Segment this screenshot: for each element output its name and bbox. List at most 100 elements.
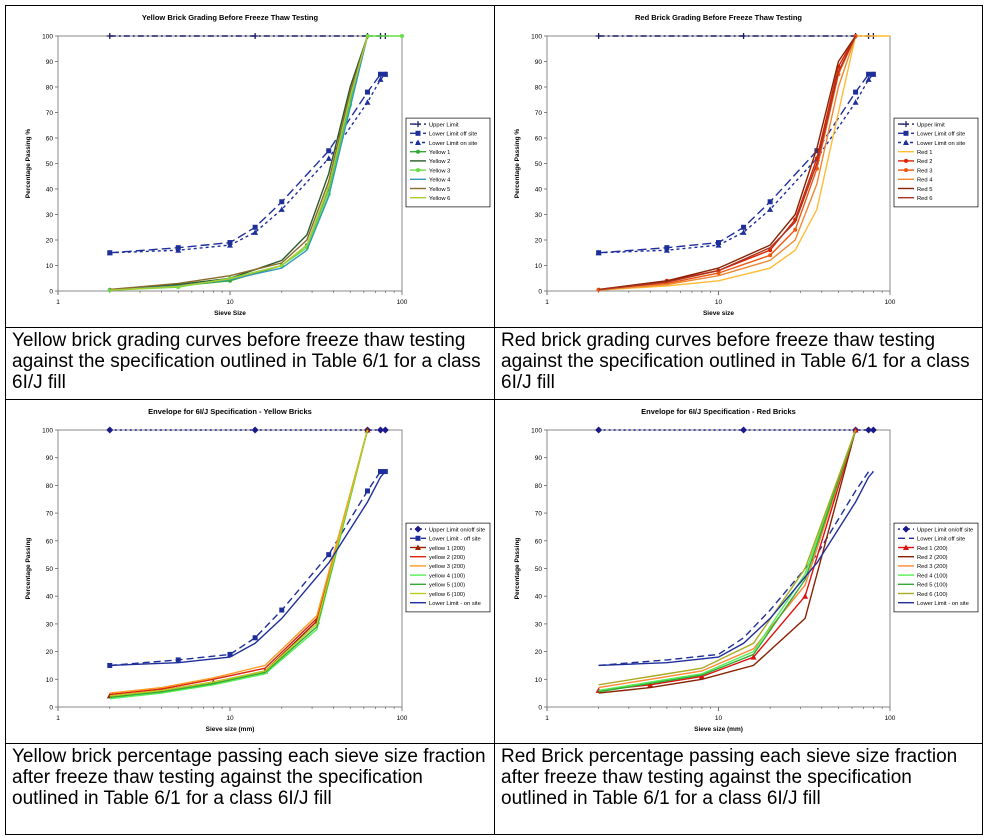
data-point [400, 34, 404, 38]
legend-label: Red 5 (100) [917, 583, 948, 589]
chart-red-after: Envelope for 6I/J Specification - Red Br… [514, 407, 979, 733]
legend-marker [416, 168, 420, 173]
data-point [252, 33, 259, 39]
data-point [106, 33, 113, 39]
data-point [325, 155, 332, 161]
data-point [814, 148, 820, 154]
data-point [869, 426, 877, 434]
chart-title: Envelope for 6I/J Specification - Yellow… [148, 407, 312, 416]
plot-area [57, 429, 403, 708]
x-tick-label: 1 [56, 715, 60, 722]
legend-label: Red 2 (200) [917, 555, 948, 561]
x-tick-label: 10 [715, 299, 723, 306]
y-tick-label: 50 [46, 161, 54, 168]
legend-label: Lower Limit - on site [429, 601, 481, 607]
data-point [364, 89, 370, 95]
series-line [109, 73, 386, 254]
y-tick-label: 0 [538, 289, 542, 296]
y-axis-label: Percentage Passing % [514, 129, 521, 199]
y-tick-label: 10 [46, 263, 54, 270]
data-point [750, 654, 757, 660]
chart-yellow-after: Envelope for 6I/J Specification - Yellow… [25, 407, 491, 733]
series-line [598, 429, 857, 686]
x-tick-label: 100 [885, 299, 896, 306]
legend-label: Yellow 2 [429, 159, 450, 165]
data-point [870, 71, 877, 77]
caption-text-4: Red Brick percentage passing each sieve … [501, 746, 958, 809]
legend-label: Lower Limit off site [429, 132, 477, 138]
data-point [595, 33, 602, 39]
y-tick-label: 40 [46, 187, 54, 194]
data-point [740, 229, 747, 235]
data-point [278, 206, 285, 212]
series-4 [109, 429, 369, 694]
legend-label: Red 4 (100) [917, 573, 948, 579]
series-line [598, 35, 857, 291]
y-tick-label: 30 [535, 212, 543, 219]
data-point [740, 33, 747, 39]
series-4 [109, 35, 369, 291]
legend-label: Lower Limit - off site [429, 537, 481, 543]
series-line [598, 429, 857, 694]
data-point [106, 426, 114, 434]
series-line [598, 73, 874, 254]
series-line [109, 35, 369, 291]
legend-label: Red 1 (200) [917, 546, 948, 552]
legend-label: Yellow 5 [429, 187, 450, 193]
series-8 [109, 471, 386, 667]
x-tick-label: 1 [56, 299, 60, 306]
data-point [740, 426, 748, 434]
series-line [109, 471, 386, 667]
legend-marker [415, 535, 421, 541]
legend-marker [903, 544, 909, 550]
caption-cell-1: Yellow brick grading curves before freez… [5, 327, 495, 400]
series-2 [106, 71, 389, 256]
y-tick-label: 60 [46, 136, 54, 143]
x-axis-label: Sieve size (mm) [206, 726, 255, 733]
series-3 [598, 35, 890, 291]
y-tick-label: 20 [535, 649, 543, 656]
data-point [865, 426, 873, 434]
chart-title: Envelope for 6I/J Specification - Red Br… [641, 407, 796, 416]
caption-cell-3: Yellow brick percentage passing each sie… [5, 743, 495, 835]
legend: Upper Limit on/off site Lower Limit - off… [405, 522, 491, 613]
legend-label: Yellow 6 [429, 196, 450, 202]
series-line [598, 429, 857, 693]
data-point [382, 469, 388, 475]
data-point [852, 427, 859, 433]
data-point [767, 199, 773, 205]
legend-marker [415, 544, 421, 550]
data-point [252, 635, 258, 641]
plot-area [57, 35, 403, 292]
chart-title: Red Brick Grading Before Freeze Thaw Tes… [635, 13, 802, 22]
data-point [866, 71, 872, 77]
x-tick-label: 1 [545, 715, 549, 722]
y-tick-label: 90 [535, 59, 543, 66]
series-line [109, 35, 369, 291]
data-point [364, 427, 371, 433]
data-point [865, 76, 872, 82]
y-tick-label: 80 [46, 85, 54, 92]
series-line [598, 470, 874, 667]
y-tick-label: 40 [535, 594, 543, 601]
series-5 [598, 429, 857, 692]
data-point [663, 247, 670, 253]
y-axis-label: Percentage Passing [25, 538, 32, 600]
legend-label: Red 2 [917, 159, 932, 165]
series-line [598, 429, 857, 692]
y-tick-label: 100 [531, 34, 542, 41]
y-tick-label: 10 [46, 677, 54, 684]
series-6 [598, 429, 857, 693]
series-8 [598, 35, 857, 291]
y-tick-label: 90 [46, 455, 54, 462]
legend: Upper limit Lower Limit off site Lower Lim… [893, 117, 979, 208]
legend-label: Lower Limit off site [917, 537, 965, 543]
y-tick-label: 50 [535, 161, 543, 168]
x-tick-label: 10 [226, 299, 234, 306]
legend-label: yellow 5 (100) [429, 583, 465, 589]
data-point [175, 247, 182, 253]
data-point [251, 426, 259, 434]
data-point [107, 662, 113, 668]
legend-marker [415, 121, 421, 128]
legend-label: Yellow 3 [429, 168, 450, 174]
